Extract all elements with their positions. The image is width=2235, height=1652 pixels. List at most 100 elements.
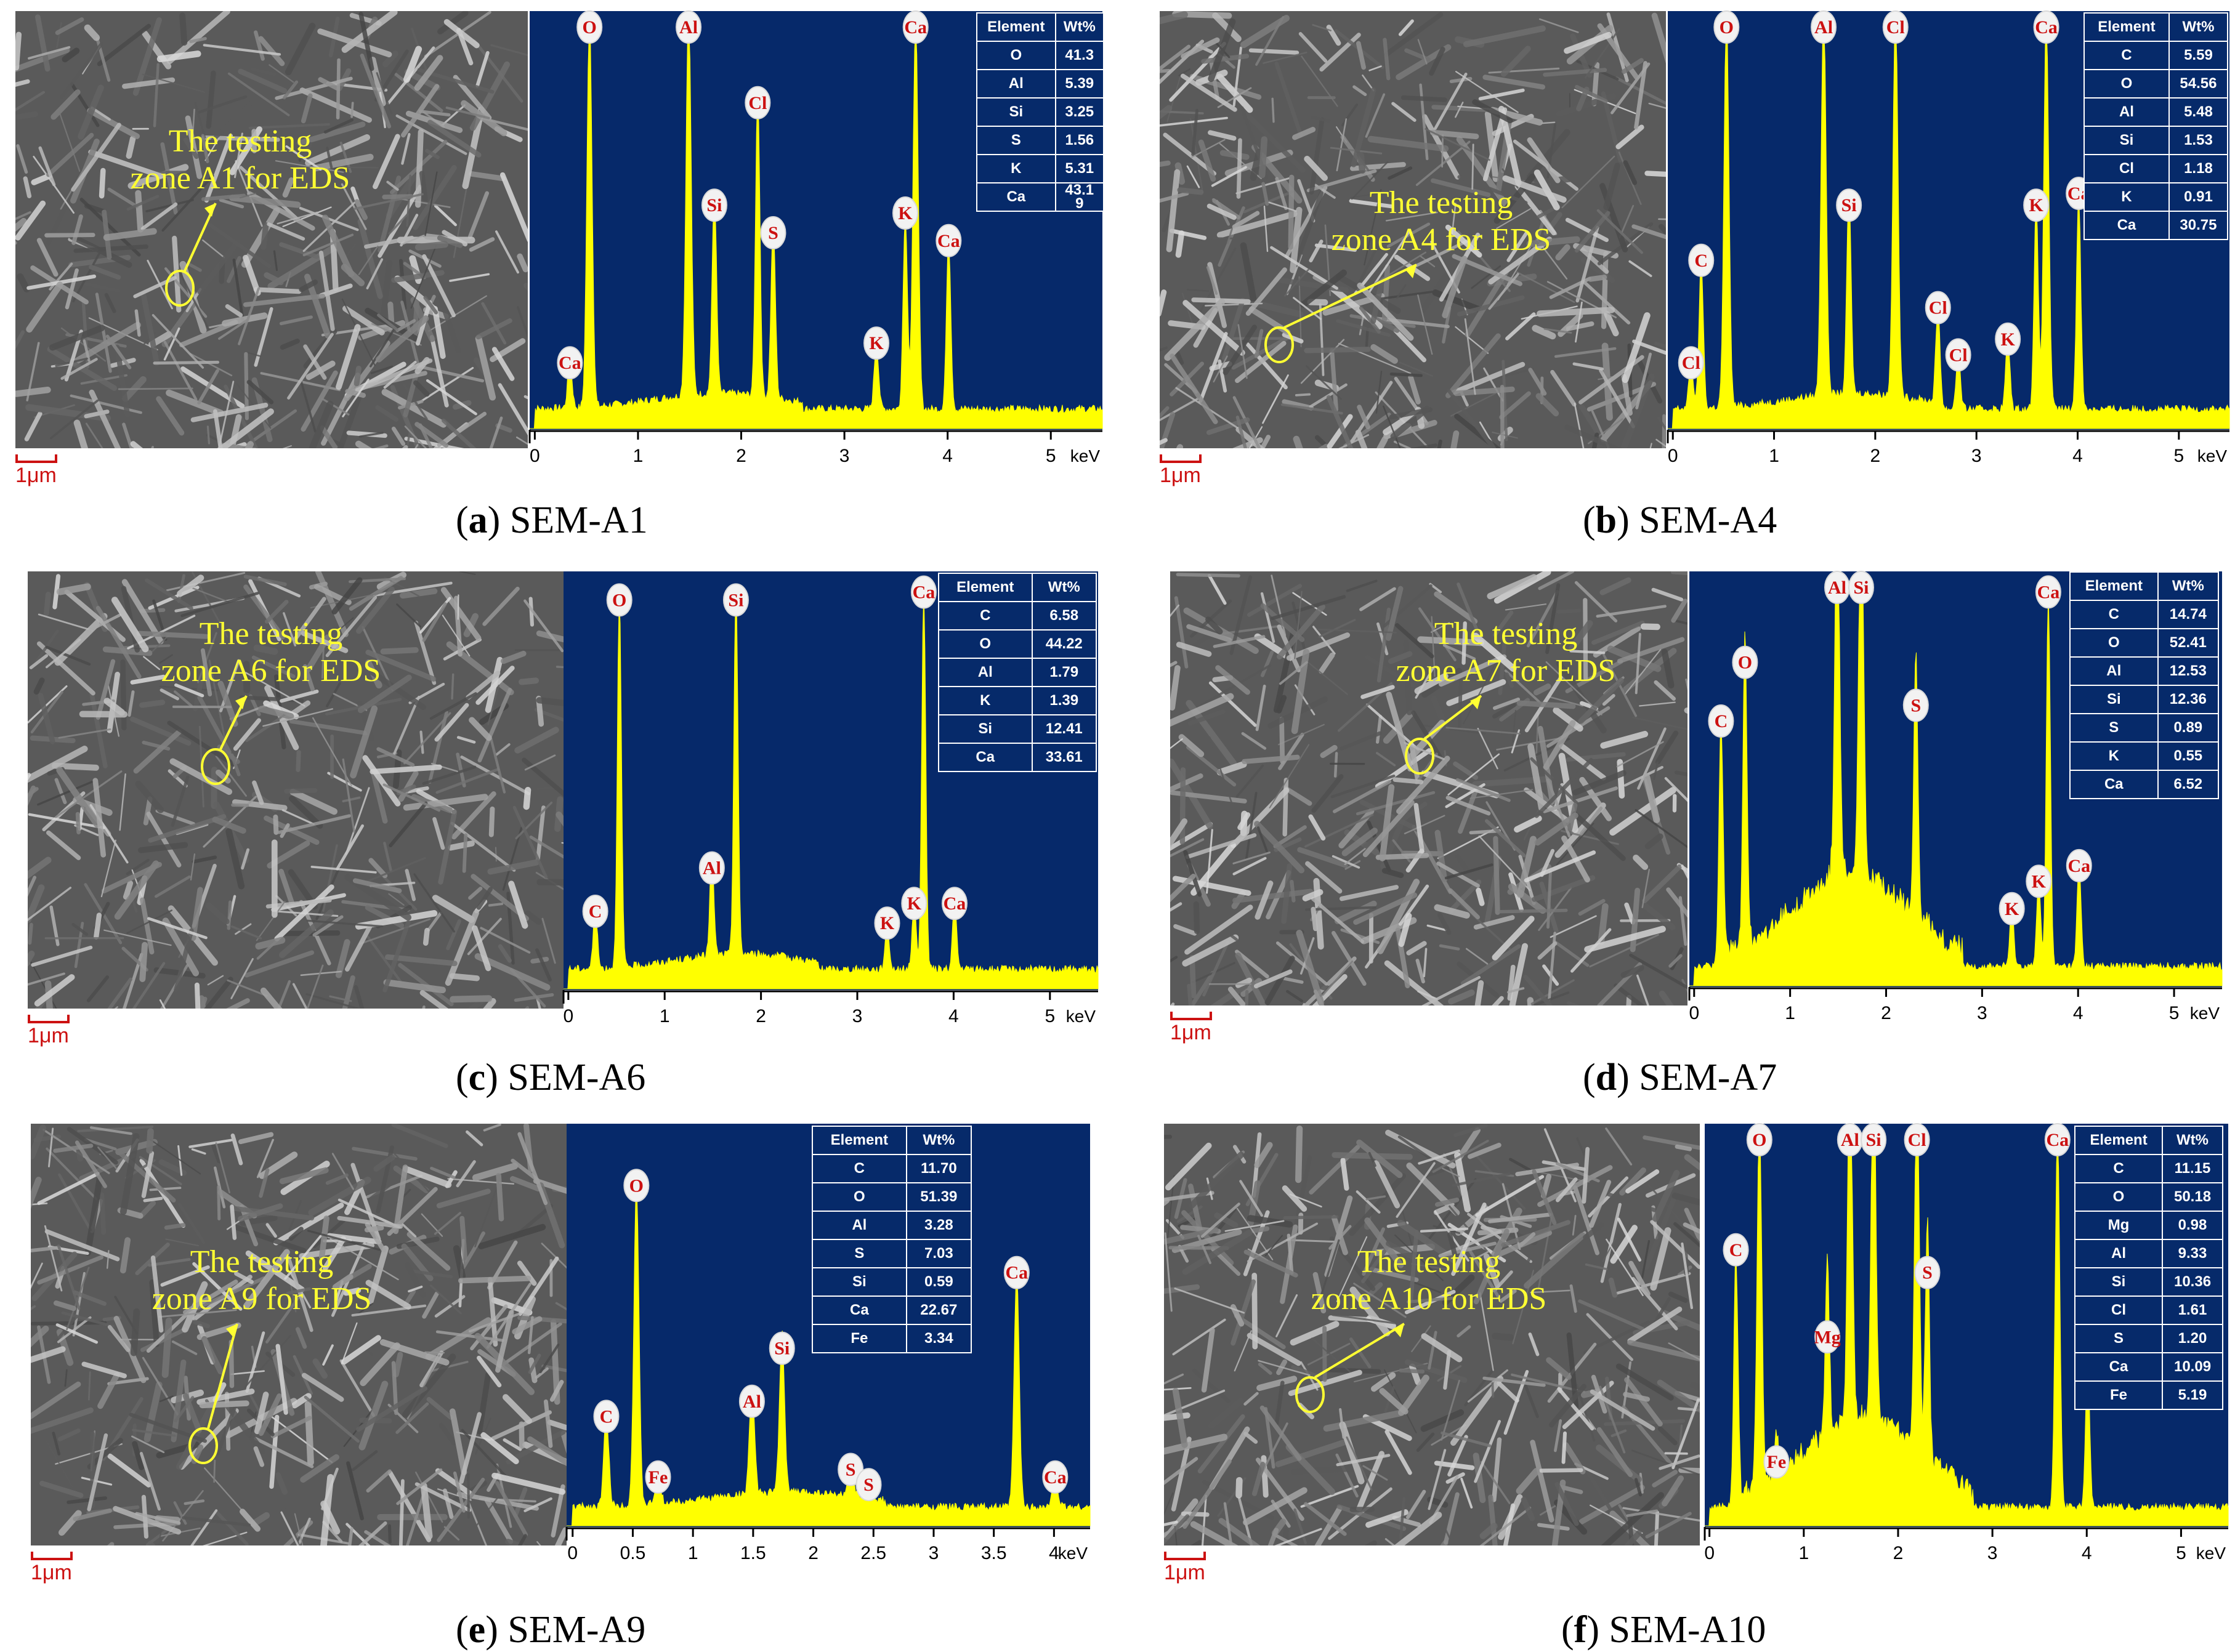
peak-label-text: Cl	[1908, 1130, 1926, 1150]
annotation-line: zone A6 for EDS	[161, 653, 381, 690]
peak-label-text: Cl	[748, 93, 767, 113]
wt-cell: 5.48	[2169, 98, 2228, 126]
peak-label: C	[1708, 705, 1733, 737]
x-tick-label: 3	[1977, 1003, 1987, 1023]
element-cell: K	[977, 155, 1056, 183]
peak-label: Si	[724, 584, 748, 616]
scale-bar: 1μm	[28, 1015, 70, 1047]
element-cell: Ca	[2070, 770, 2158, 799]
peak-label-text: O	[1752, 1130, 1766, 1150]
wt-cell: 44.22	[1032, 630, 1097, 658]
element-cell: K	[2084, 183, 2169, 211]
element-cell: C	[939, 602, 1032, 630]
annotation-line: The testing	[131, 123, 350, 160]
wt-cell: 1.61	[2162, 1296, 2223, 1324]
peak-label: K	[2024, 189, 2048, 221]
peak-label-text: K	[2032, 871, 2047, 892]
element-cell: C	[2070, 600, 2158, 629]
element-cell: O	[977, 41, 1056, 70]
element-cell: Al	[2070, 657, 2158, 685]
wt-cell: 22.67	[907, 1296, 971, 1324]
wt-cell: 1.56	[1056, 126, 1104, 155]
element-cell: C	[2084, 41, 2169, 70]
x-tick-label: 3	[929, 1543, 939, 1563]
wt-cell: 1.39	[1032, 687, 1097, 715]
x-tick-label: 0	[530, 446, 540, 466]
panel-caption: (e) SEM-A9	[456, 1608, 645, 1652]
peak-label: Ca	[2036, 576, 2061, 608]
annotation-line: The testing	[152, 1244, 372, 1281]
peak-label: Si	[770, 1332, 794, 1364]
wt-cell: 6.58	[1032, 602, 1097, 630]
peak-label: Fe	[1764, 1446, 1788, 1478]
x-tick-label: 2	[756, 1006, 766, 1026]
peak-label: Al	[740, 1385, 764, 1417]
peak-label-text: K	[880, 913, 895, 933]
element-cell: C	[2075, 1154, 2162, 1183]
wt-cell: 0.98	[2162, 1211, 2223, 1239]
peak-label: Si	[1861, 1124, 1886, 1156]
peak-label-text: Si	[1853, 578, 1869, 598]
peak-label: Si	[702, 189, 727, 221]
element-cell: Fe	[812, 1324, 907, 1353]
x-tick-label: 1.5	[740, 1543, 766, 1563]
peak-label-text: Al	[703, 858, 721, 879]
peak-label: C	[1724, 1234, 1748, 1266]
element-cell: O	[2070, 629, 2158, 657]
x-tick-label: 1	[1798, 1543, 1809, 1563]
peak-label: S	[761, 217, 785, 249]
sem-image	[1164, 1124, 1700, 1545]
x-tick-label: 4	[948, 1006, 959, 1026]
sem-image	[31, 1124, 567, 1545]
element-cell: Ca	[939, 743, 1032, 772]
peak-label-text: C	[589, 901, 602, 922]
element-cell: Al	[939, 658, 1032, 687]
peak-label: Al	[676, 11, 701, 43]
element-cell: Si	[2075, 1268, 2162, 1296]
peak-label: Ca	[2045, 1124, 2070, 1156]
wt-cell: 1.20	[2162, 1324, 2223, 1353]
element-cell: Cl	[2084, 155, 2169, 183]
peak-label: Al	[700, 852, 724, 884]
peak-label-text: O	[1738, 653, 1752, 673]
peak-label: Ca	[1004, 1257, 1029, 1289]
x-tick-label: 2	[1881, 1003, 1891, 1023]
sem-image	[15, 11, 528, 448]
element-cell: K	[939, 687, 1032, 715]
wt-cell: 1.79	[1032, 658, 1097, 687]
table-header: Element	[812, 1126, 907, 1154]
element-cell: Al	[2075, 1239, 2162, 1268]
scale-bar-line	[31, 1552, 73, 1560]
element-cell: O	[2075, 1183, 2162, 1211]
peak-label: Si	[1849, 571, 1873, 603]
wt-cell: 12.41	[1032, 715, 1097, 743]
wt-cell: 0.59	[907, 1268, 971, 1296]
wt-cell: 0.89	[2158, 714, 2218, 742]
peak-label-text: Ca	[559, 353, 581, 373]
panel-caption: (b) SEM-A4	[1583, 499, 1777, 542]
peak-label: Al	[1825, 571, 1849, 603]
scale-bar: 1μm	[1164, 1552, 1206, 1584]
caption-text: SEM-A1	[510, 499, 648, 541]
peak-label-text: Fe	[649, 1467, 668, 1488]
wt-cell: 9.33	[2162, 1239, 2223, 1268]
